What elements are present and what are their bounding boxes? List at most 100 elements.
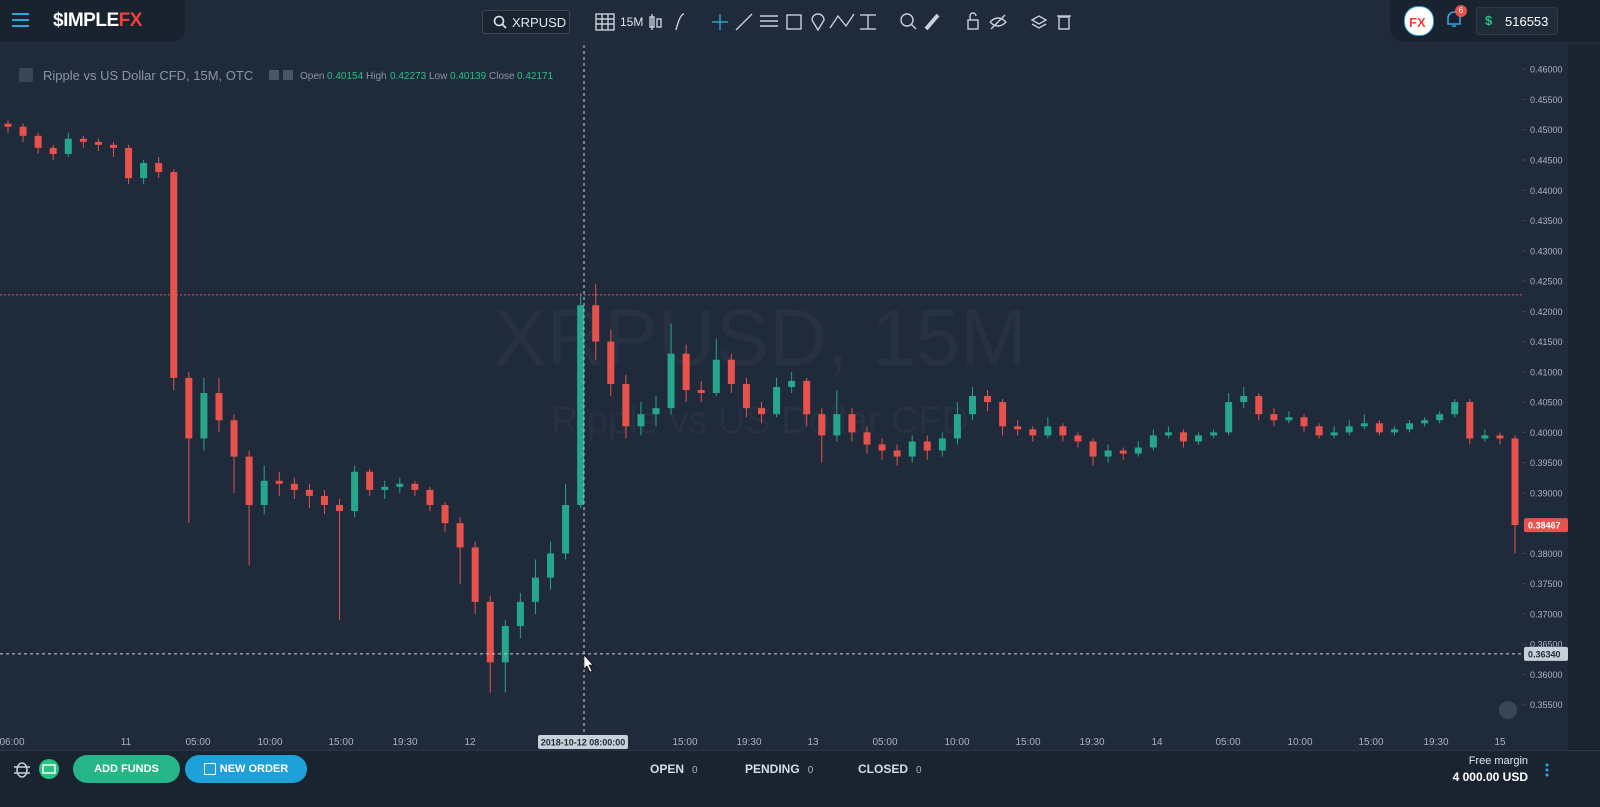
candle-body bbox=[878, 444, 886, 451]
candle-body bbox=[622, 383, 630, 427]
chat-icon[interactable] bbox=[39, 759, 59, 779]
candle-body bbox=[1164, 432, 1172, 436]
symbol-icon[interactable] bbox=[19, 68, 33, 82]
settings-icon[interactable] bbox=[283, 70, 293, 80]
candle-body bbox=[49, 147, 57, 154]
ruler-icon[interactable] bbox=[924, 13, 940, 31]
x-tick-label: 14 bbox=[1151, 737, 1163, 748]
y-tick-label: 0.41000 bbox=[1530, 367, 1563, 377]
balance-value: 516553 bbox=[1505, 14, 1549, 29]
candle-body bbox=[1195, 435, 1203, 442]
ohlc-value: 0.42273 bbox=[390, 71, 427, 82]
bug-icon[interactable] bbox=[14, 762, 30, 778]
pattern-icon[interactable] bbox=[829, 13, 855, 29]
candle-body bbox=[1089, 441, 1097, 457]
ohlc-value: 0.40139 bbox=[450, 71, 487, 82]
candle-body bbox=[200, 393, 208, 439]
candle-body bbox=[938, 438, 946, 451]
candle-body bbox=[863, 432, 871, 445]
candle-body bbox=[396, 483, 404, 487]
candle-body bbox=[908, 441, 916, 457]
x-tick-label: 10:00 bbox=[257, 737, 282, 748]
ohlc-label: Close bbox=[489, 71, 515, 82]
notification-badge: 6 bbox=[1455, 5, 1467, 17]
last-price-label: 0.38467 bbox=[1528, 521, 1561, 531]
candle-body bbox=[516, 601, 524, 627]
toggle-icon[interactable] bbox=[269, 70, 279, 80]
candle-body bbox=[351, 471, 359, 512]
ohlc-label: Low bbox=[429, 71, 448, 82]
candle-body bbox=[818, 414, 826, 436]
crosshair-time-label: 2018-10-12 08:00:00 bbox=[541, 738, 626, 748]
candle-body bbox=[1345, 426, 1353, 433]
tab[interactable]: CLOSED 0 bbox=[858, 762, 922, 776]
x-tick-label: 05:00 bbox=[185, 737, 210, 748]
search-text: XRPUSD bbox=[512, 15, 567, 30]
marker-icon[interactable] bbox=[811, 13, 825, 32]
grid-icon[interactable] bbox=[595, 13, 615, 31]
candle-body bbox=[501, 626, 509, 663]
y-tick-label: 0.35500 bbox=[1530, 700, 1563, 710]
logo[interactable]: $IMPLEFX bbox=[53, 10, 142, 32]
candle-body bbox=[968, 396, 976, 415]
add-funds-button[interactable]: ADD FUNDS bbox=[73, 755, 180, 783]
tab[interactable]: OPEN 0 bbox=[650, 762, 698, 776]
bell-icon[interactable] bbox=[1445, 9, 1463, 29]
x-tick-label: 11 bbox=[121, 737, 132, 748]
candle-body bbox=[456, 523, 464, 548]
shape-icon[interactable] bbox=[786, 14, 802, 30]
x-tick-label: 19:30 bbox=[392, 737, 417, 748]
layers-icon[interactable] bbox=[1030, 15, 1048, 29]
last-price-box bbox=[1524, 518, 1568, 533]
account-box: FX 6 $516553 bbox=[1390, 0, 1600, 42]
crosshair-icon[interactable] bbox=[712, 14, 728, 30]
candle-body bbox=[1375, 423, 1383, 433]
new-order-button[interactable]: NEW ORDER bbox=[185, 755, 307, 783]
candle-body bbox=[712, 359, 720, 394]
candle-body bbox=[275, 480, 283, 484]
candle-body bbox=[320, 495, 328, 505]
scroll-button[interactable] bbox=[1499, 701, 1517, 719]
menu-icon[interactable] bbox=[12, 12, 30, 28]
y-tick-label: 0.43500 bbox=[1530, 216, 1563, 226]
candle-body bbox=[652, 408, 660, 415]
avatar[interactable]: FX bbox=[1404, 6, 1434, 36]
candle-body bbox=[1179, 432, 1187, 442]
lock-icon[interactable] bbox=[967, 12, 979, 30]
more-icon[interactable] bbox=[1544, 762, 1550, 778]
text-icon[interactable] bbox=[860, 14, 876, 30]
line-icon[interactable] bbox=[735, 13, 753, 31]
x-tick-label: 05:00 bbox=[1215, 737, 1240, 748]
y-tick-label: 0.42000 bbox=[1530, 307, 1563, 317]
y-tick-label: 0.37000 bbox=[1530, 609, 1563, 619]
candle-body bbox=[1360, 423, 1368, 427]
candle-body bbox=[230, 420, 238, 457]
tab[interactable]: PENDING 0 bbox=[745, 762, 813, 776]
candle-body bbox=[1134, 447, 1142, 454]
search-box[interactable]: XRPUSD bbox=[482, 10, 570, 34]
trash-icon[interactable] bbox=[1057, 15, 1071, 30]
candle-body bbox=[1149, 435, 1157, 448]
indicator-icon[interactable] bbox=[675, 13, 685, 31]
logo-text: FX bbox=[118, 10, 143, 31]
candle-body bbox=[381, 486, 389, 490]
candle-icon[interactable] bbox=[649, 14, 662, 30]
candle-body bbox=[1210, 432, 1218, 436]
chart: XRPUSD, 15M Ripple vs US Dollar CFD Ripp… bbox=[0, 45, 1568, 749]
zoom-icon[interactable] bbox=[900, 13, 917, 30]
channel-icon[interactable] bbox=[760, 15, 778, 27]
tab-label: OPEN bbox=[650, 762, 685, 776]
watermark-name: Ripple vs US Dollar CFD bbox=[551, 400, 969, 442]
hide-icon[interactable] bbox=[989, 14, 1007, 30]
candle-body bbox=[336, 505, 344, 512]
plot: 0.46000 0.45500 0.45000 0.44500 0.44000 0.435… bbox=[0, 45, 1568, 749]
timeframe[interactable]: 15M bbox=[620, 15, 643, 29]
logo-box: $IMPLEFX bbox=[0, 0, 185, 42]
x-tick-label: 15:00 bbox=[1358, 737, 1383, 748]
candle-body bbox=[4, 123, 12, 127]
candle-body bbox=[215, 393, 223, 421]
balance[interactable]: $516553 bbox=[1476, 7, 1558, 35]
candle-body bbox=[1240, 396, 1248, 403]
candle-body bbox=[290, 483, 298, 490]
